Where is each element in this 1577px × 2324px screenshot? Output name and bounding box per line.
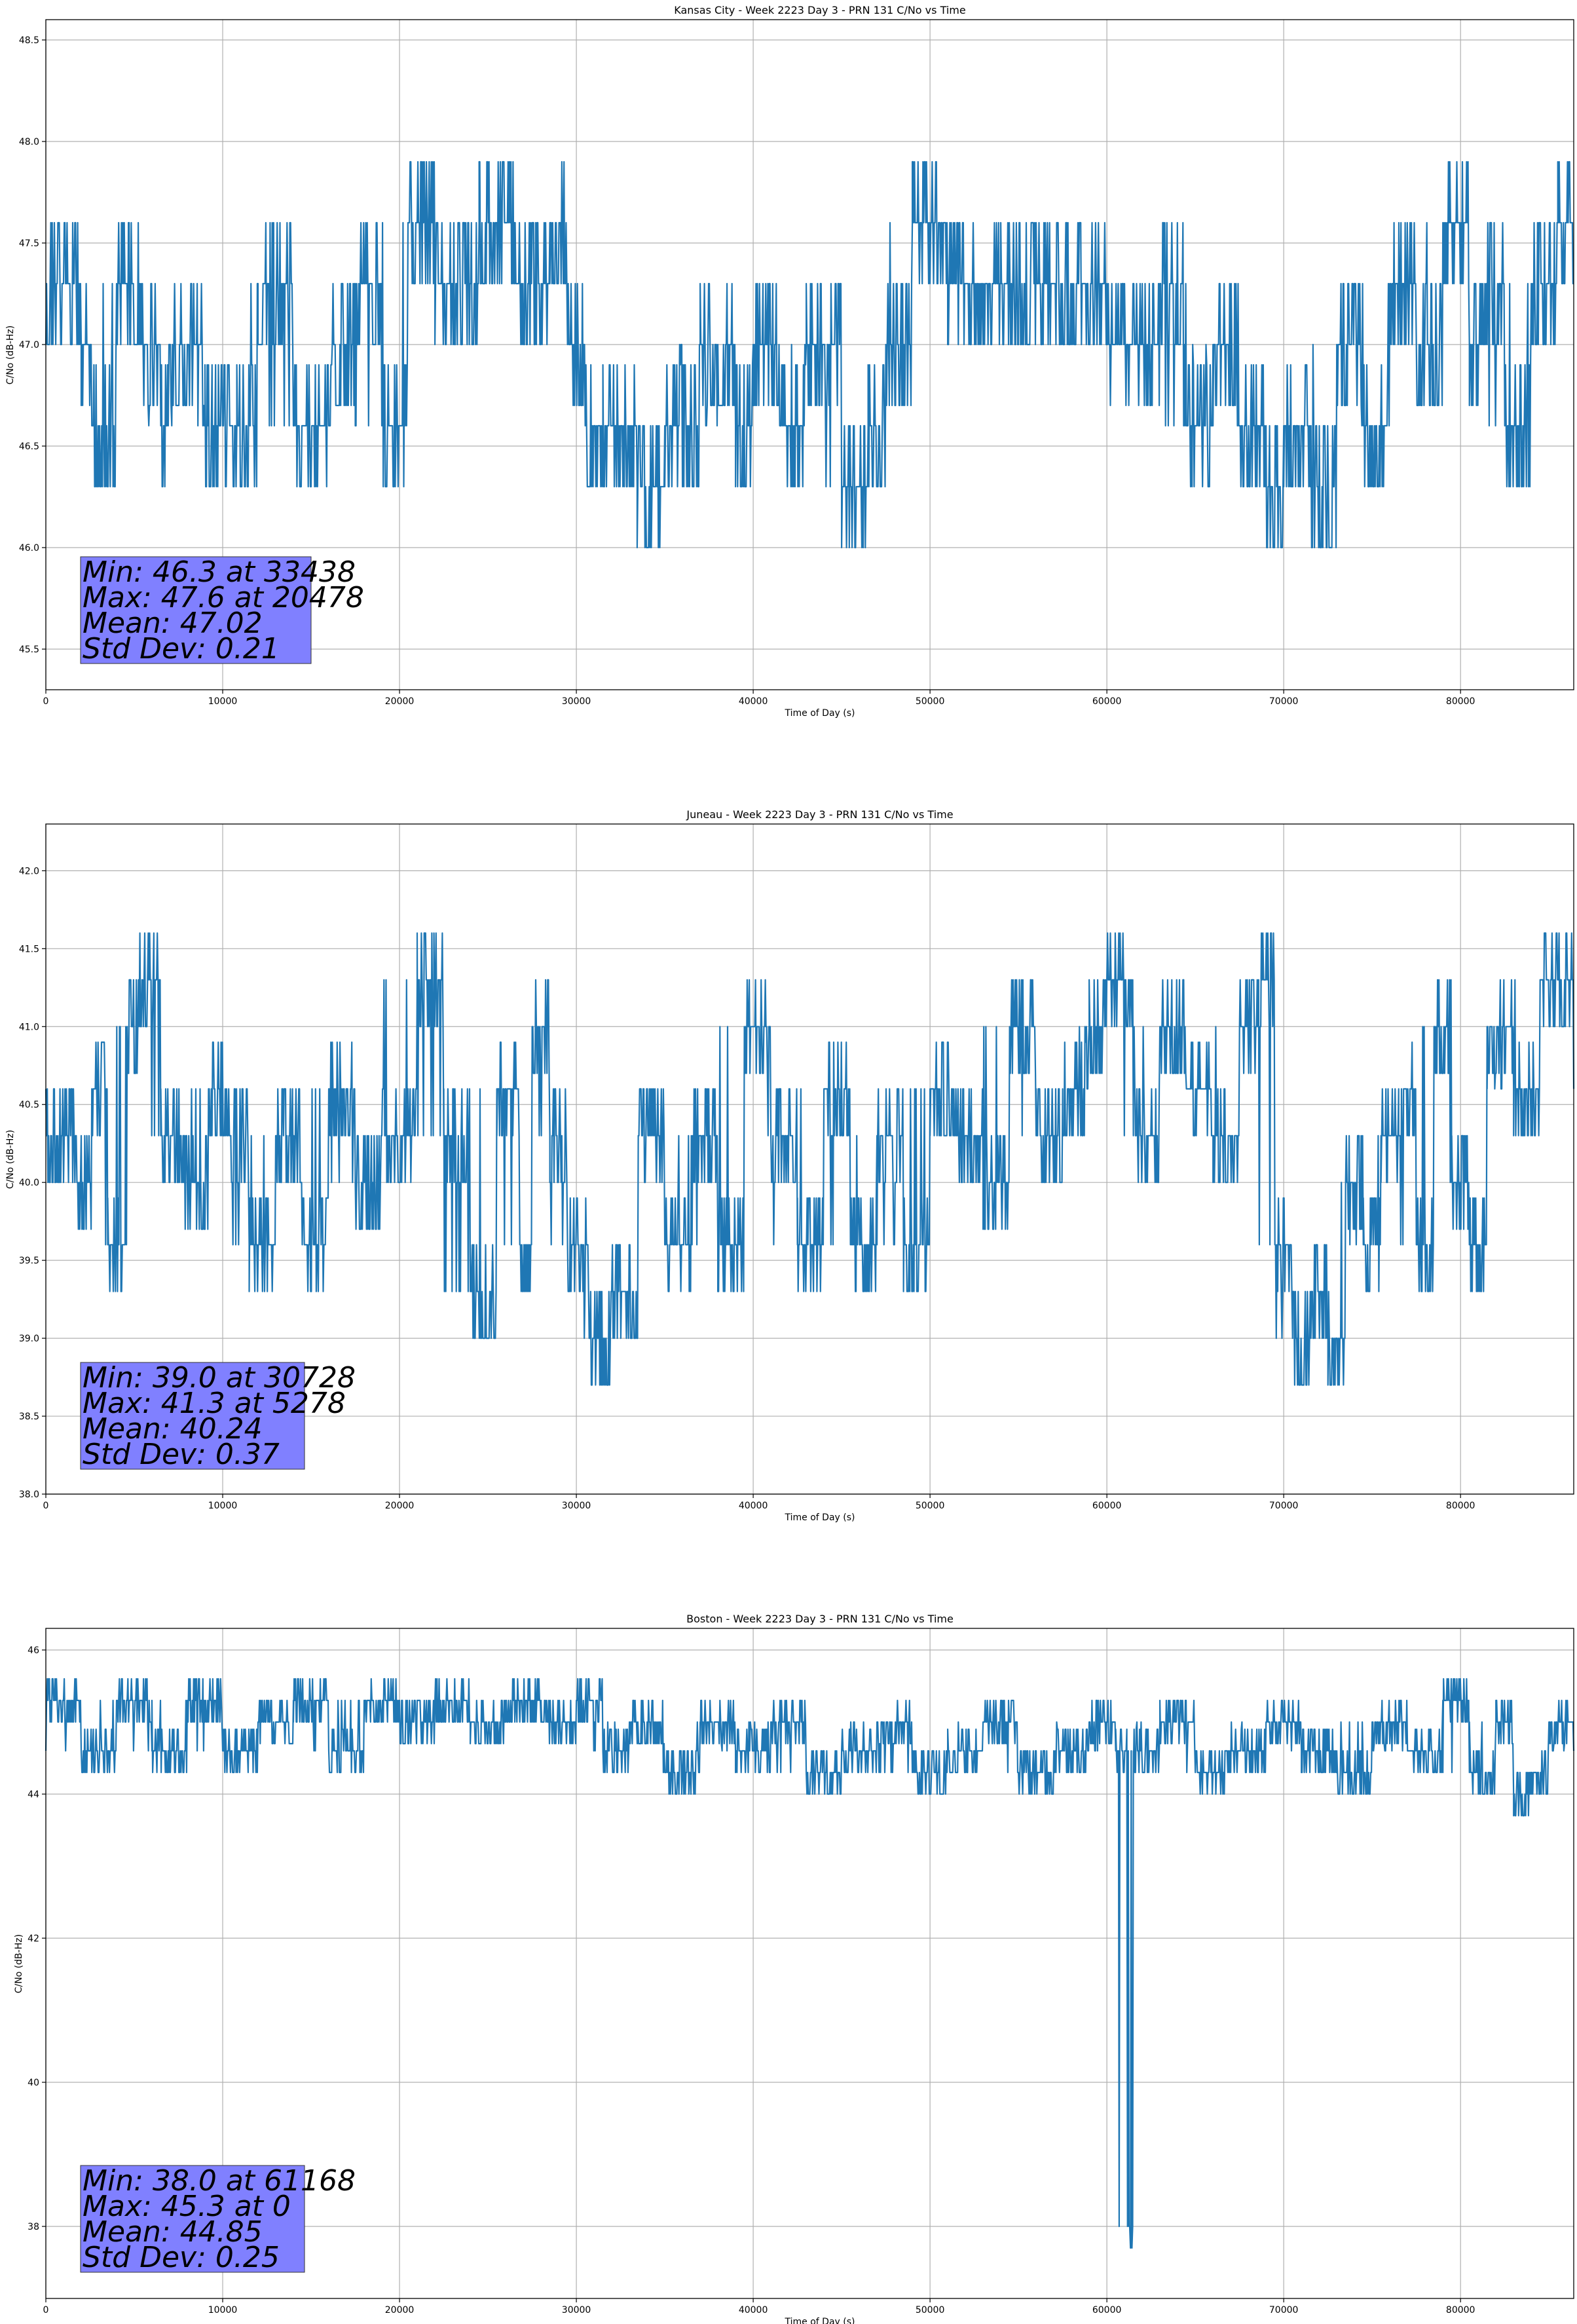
x-tick-label: 50000 bbox=[916, 2305, 945, 2315]
chart-title: Juneau - Week 2223 Day 3 - PRN 131 C/No … bbox=[686, 808, 953, 821]
y-tick-label: 47.0 bbox=[19, 340, 39, 350]
y-tick-label: 48.5 bbox=[19, 35, 39, 46]
y-axis-label: C/No (dB-Hz) bbox=[5, 1130, 16, 1189]
x-ticks: 0 10000 20000 30000 40000 50000 60000 70000 8000… bbox=[43, 690, 1475, 707]
data-series bbox=[45, 160, 1574, 549]
chart-title: Boston - Week 2223 Day 3 - PRN 131 C/No … bbox=[686, 1613, 954, 1625]
stats-min: Min: 46.3 at 33438 bbox=[83, 555, 356, 589]
x-tick-label: 70000 bbox=[1269, 696, 1299, 707]
y-tick-label: 42.0 bbox=[19, 866, 39, 876]
chart-title: Kansas City - Week 2223 Day 3 - PRN 131 … bbox=[674, 4, 965, 16]
y-tick-label: 40 bbox=[28, 2078, 39, 2088]
y-tick-label: 41.0 bbox=[19, 1022, 39, 1032]
y-tick-label: 42 bbox=[28, 1934, 39, 1944]
x-tick-label: 20000 bbox=[385, 696, 415, 707]
x-tick-label: 80000 bbox=[1446, 696, 1475, 707]
x-tick-label: 60000 bbox=[1092, 696, 1122, 707]
series-line bbox=[45, 932, 1575, 1386]
x-tick-label: 0 bbox=[43, 2305, 49, 2315]
series-line bbox=[45, 160, 1574, 549]
y-ticks: 45.5 46.0 46.5 47.0 47.5 48.0 48.5 bbox=[19, 35, 46, 655]
x-tick-label: 10000 bbox=[208, 696, 238, 707]
x-tick-label: 30000 bbox=[562, 696, 591, 707]
stats-std-dev: Std Dev: 0.21 bbox=[83, 632, 280, 665]
x-tick-label: 40000 bbox=[739, 1501, 768, 1511]
x-tick-label: 10000 bbox=[208, 1501, 238, 1511]
x-tick-label: 80000 bbox=[1446, 1501, 1475, 1511]
stats-max: Max: 45.3 at 0 bbox=[83, 2190, 291, 2223]
x-tick-label: 40000 bbox=[739, 696, 768, 707]
stats-std-dev: Std Dev: 0.37 bbox=[83, 1438, 280, 1471]
x-axis-label: Time of Day (s) bbox=[785, 708, 855, 719]
x-tick-label: 20000 bbox=[385, 1501, 415, 1511]
y-tick-label: 46.5 bbox=[19, 441, 39, 452]
x-tick-label: 30000 bbox=[562, 1501, 591, 1511]
y-tick-label: 46.0 bbox=[19, 543, 39, 553]
plot-frame bbox=[45, 823, 1574, 1495]
y-axis-label: C/No (dB-Hz) bbox=[14, 1934, 24, 1993]
stats-min: Min: 38.0 at 61168 bbox=[83, 2164, 356, 2198]
y-ticks: 38 40 42 44 46 bbox=[28, 1645, 46, 2232]
x-ticks: 0 10000 20000 30000 40000 50000 60000 70000 8000… bbox=[43, 1494, 1475, 1511]
stats-mean: Mean: 44.85 bbox=[83, 2215, 263, 2249]
y-tick-label: 40.5 bbox=[19, 1100, 39, 1110]
stats-box-background bbox=[80, 556, 312, 664]
y-tick-label: 47.5 bbox=[19, 238, 39, 249]
y-tick-label: 39.0 bbox=[19, 1334, 39, 1344]
y-tick-label: 38.5 bbox=[19, 1412, 39, 1422]
x-tick-label: 60000 bbox=[1092, 2305, 1122, 2315]
x-tick-label: 70000 bbox=[1269, 2305, 1299, 2315]
stats-max: Max: 41.3 at 5278 bbox=[83, 1387, 346, 1420]
y-tick-label: 40.0 bbox=[19, 1178, 39, 1188]
stats-box: Min: 39.0 at 30728 Max: 41.3 at 5278 Mea… bbox=[80, 1361, 356, 1471]
x-tick-label: 60000 bbox=[1092, 1501, 1122, 1511]
y-tick-label: 38.0 bbox=[19, 1490, 39, 1500]
x-axis-label: Time of Day (s) bbox=[785, 2317, 855, 2324]
y-tick-label: 45.5 bbox=[19, 645, 39, 655]
panel-kansas-city: Kansas City - Week 2223 Day 3 - PRN 131 … bbox=[5, 4, 1574, 719]
x-ticks: 0 10000 20000 30000 40000 50000 60000 70000 8000… bbox=[43, 2298, 1475, 2315]
stats-box: Min: 46.3 at 33438 Max: 47.6 at 20478 Me… bbox=[80, 555, 364, 665]
x-tick-label: 40000 bbox=[739, 2305, 768, 2315]
y-tick-label: 41.5 bbox=[19, 944, 39, 954]
panel-boston: Boston - Week 2223 Day 3 - PRN 131 C/No … bbox=[14, 1613, 1575, 2324]
stats-box: Min: 38.0 at 61168 Max: 45.3 at 0 Mean: … bbox=[80, 2164, 356, 2274]
y-tick-label: 44 bbox=[28, 1790, 39, 1800]
y-tick-label: 46 bbox=[28, 1645, 39, 1656]
x-tick-label: 80000 bbox=[1446, 2305, 1475, 2315]
series-line bbox=[45, 1677, 1575, 2249]
y-ticks: 38.0 38.5 39.0 39.5 40.0 40.5 41.0 41.5 42.0 bbox=[19, 866, 46, 1500]
y-tick-label: 39.5 bbox=[19, 1256, 39, 1266]
stats-max: Max: 47.6 at 20478 bbox=[83, 581, 364, 614]
data-series bbox=[45, 1677, 1575, 2249]
stats-box-background bbox=[80, 2165, 305, 2273]
x-tick-label: 0 bbox=[43, 1501, 49, 1511]
x-axis-label: Time of Day (s) bbox=[785, 1512, 855, 1523]
panel-juneau: Juneau - Week 2223 Day 3 - PRN 131 C/No … bbox=[5, 808, 1575, 1523]
y-axis-label: C/No (dB-Hz) bbox=[5, 326, 16, 384]
stats-std-dev: Std Dev: 0.25 bbox=[83, 2241, 280, 2274]
y-tick-label: 48.0 bbox=[19, 137, 39, 147]
stats-mean: Mean: 47.02 bbox=[83, 607, 263, 640]
plot-frame bbox=[45, 1628, 1574, 2299]
stats-mean: Mean: 40.24 bbox=[83, 1412, 263, 1446]
x-tick-label: 30000 bbox=[562, 2305, 591, 2315]
x-tick-label: 50000 bbox=[916, 1501, 945, 1511]
y-tick-label: 38 bbox=[28, 2222, 39, 2232]
data-series bbox=[45, 932, 1575, 1386]
stats-min: Min: 39.0 at 30728 bbox=[83, 1361, 356, 1395]
x-tick-label: 20000 bbox=[385, 2305, 415, 2315]
x-tick-label: 0 bbox=[43, 696, 49, 707]
plot-frame bbox=[45, 19, 1574, 690]
x-tick-label: 10000 bbox=[208, 2305, 238, 2315]
x-tick-label: 70000 bbox=[1269, 1501, 1299, 1511]
stats-box-background bbox=[80, 1362, 305, 1470]
x-tick-label: 50000 bbox=[916, 696, 945, 707]
